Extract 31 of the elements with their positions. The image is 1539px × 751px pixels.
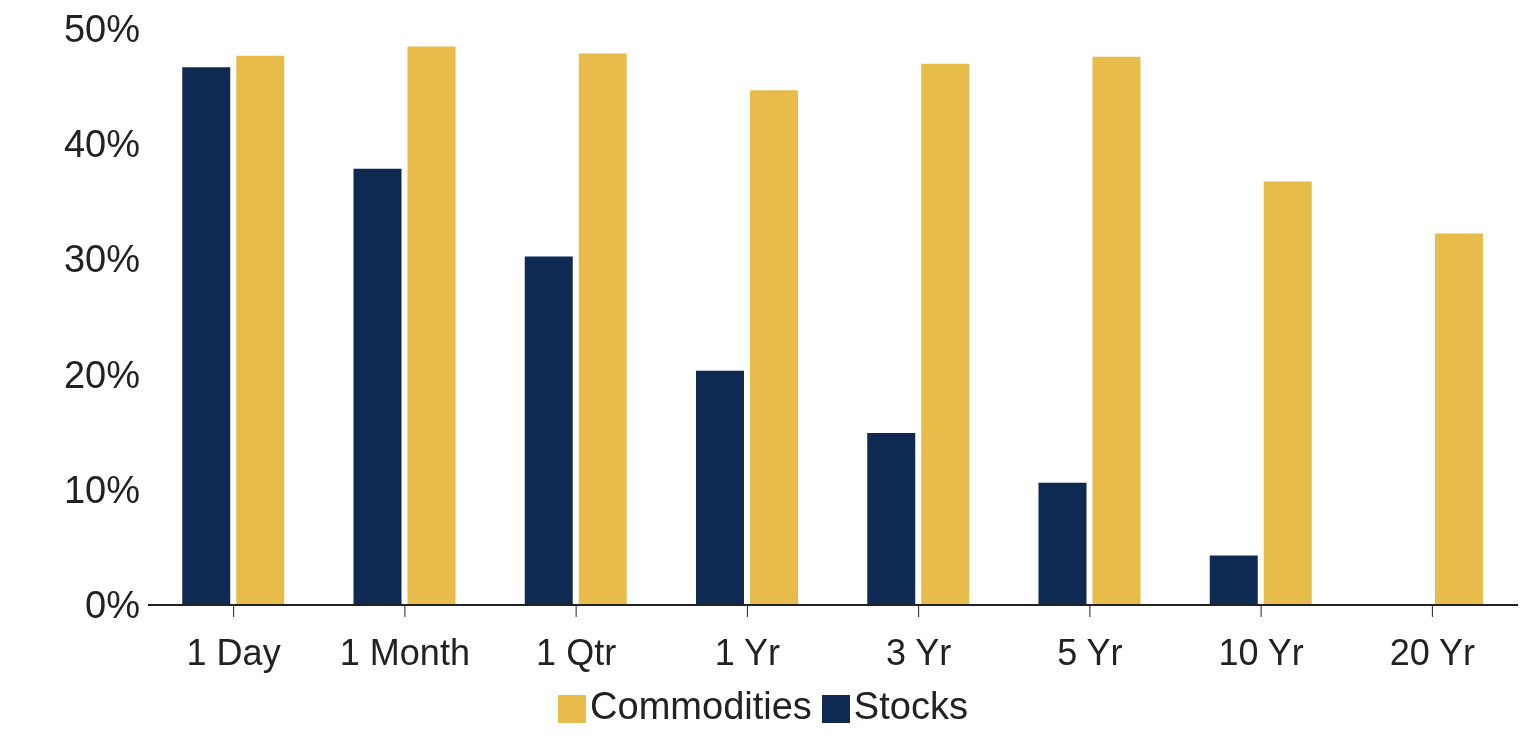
- x-tick-label: 10 Yr: [1218, 631, 1304, 673]
- bar: [1209, 555, 1258, 605]
- bar: [696, 370, 744, 605]
- y-tick-label: 40%: [63, 122, 140, 165]
- bar: [1435, 233, 1483, 605]
- y-tick-label: 30%: [63, 238, 140, 281]
- bar: [236, 55, 285, 605]
- x-tick-label: 3 Yr: [885, 631, 952, 673]
- legend-label: Commodities: [590, 685, 812, 727]
- x-tick-label: 1 Yr: [714, 631, 781, 673]
- bar: [750, 90, 798, 605]
- y-tick-label: 50%: [63, 7, 140, 50]
- y-tick-label: 0%: [85, 584, 140, 627]
- y-tick-label: 10%: [63, 469, 140, 512]
- bar: [1263, 181, 1312, 605]
- x-tick-label: 1 Qtr: [536, 631, 617, 673]
- legend-label: Stocks: [853, 685, 968, 727]
- y-tick-label: 20%: [63, 353, 140, 396]
- bar: [182, 67, 231, 605]
- bar: [921, 63, 970, 605]
- bar: [1038, 482, 1087, 605]
- bar: [867, 433, 916, 605]
- x-tick-label: 1 Day: [186, 631, 281, 673]
- bar: [578, 53, 627, 605]
- bar: [1092, 56, 1141, 605]
- bar: [524, 256, 573, 605]
- x-tick-label: 20 Yr: [1389, 631, 1476, 673]
- bar: [353, 168, 402, 605]
- bar: [407, 46, 456, 605]
- x-tick-label: 5 Yr: [1057, 631, 1123, 673]
- x-tick-label: 1 Month: [339, 631, 470, 673]
